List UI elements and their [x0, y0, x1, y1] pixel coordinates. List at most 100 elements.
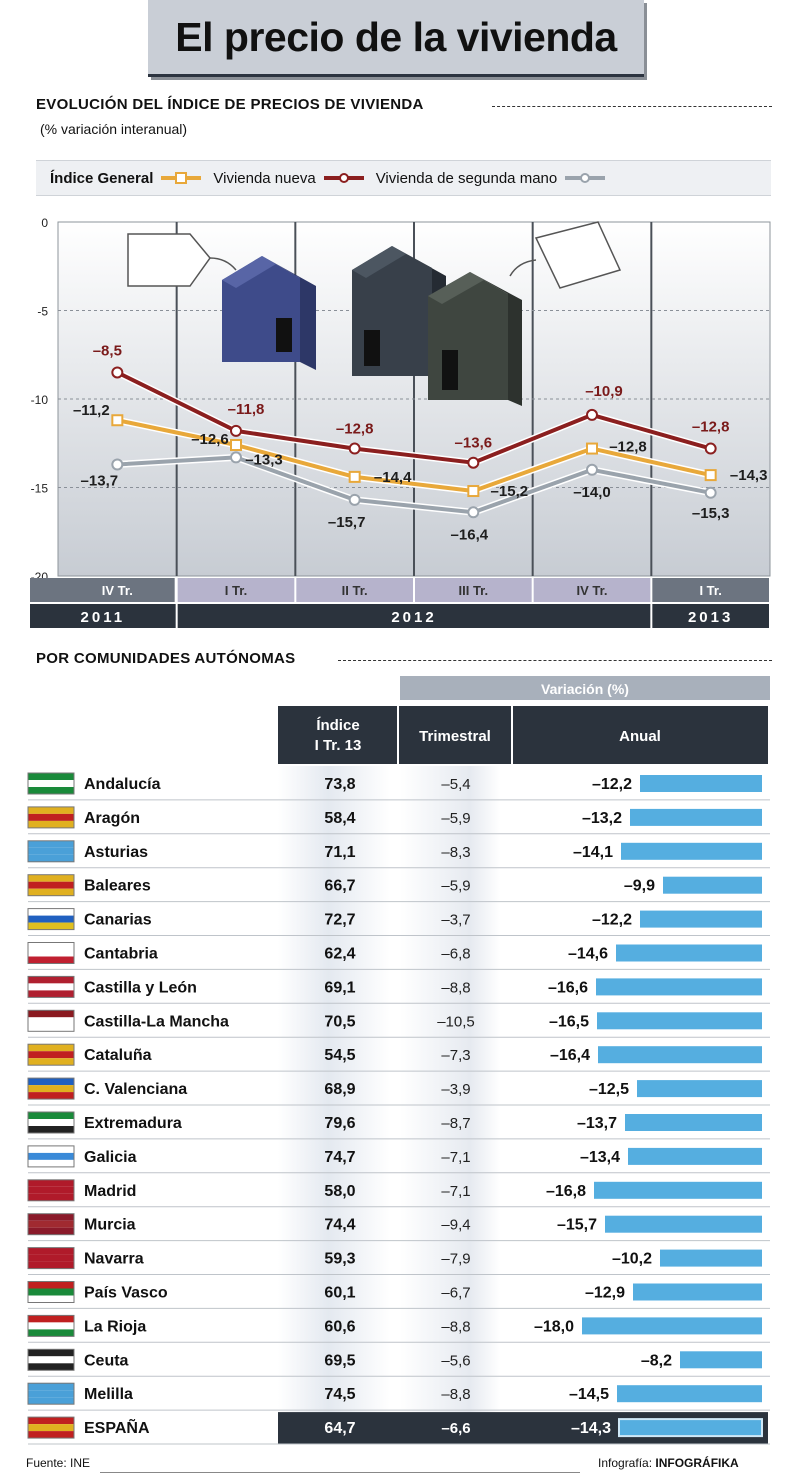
region-index: 69,1 — [324, 979, 355, 996]
region-annual: –12,9 — [585, 1285, 625, 1302]
year-label: 2011 — [81, 609, 126, 626]
series-point — [230, 451, 242, 464]
region-quarterly: –8,8 — [441, 979, 470, 996]
region-name: Andalucía — [84, 776, 161, 793]
year-cell — [652, 604, 769, 628]
flag-icon — [27, 942, 75, 964]
region-quarterly: –7,1 — [441, 1183, 470, 1200]
credit-value: INFOGRÁFIKA — [655, 1456, 739, 1470]
region-index: 66,7 — [324, 878, 355, 895]
region-name: Melilla — [84, 1386, 133, 1403]
region-name: Navarra — [84, 1251, 144, 1268]
region-index: 54,5 — [324, 1047, 355, 1064]
house-gray-icon — [428, 272, 522, 406]
region-quarterly: –3,9 — [441, 1081, 470, 1098]
quarter-cell — [296, 578, 413, 602]
annual-bar — [660, 1249, 762, 1267]
data-label: –13,3 — [245, 451, 283, 468]
region-quarterly: –10,5 — [437, 1013, 475, 1030]
annual-bar — [637, 1080, 762, 1098]
region-annual: –10,2 — [612, 1251, 652, 1268]
data-label: –16,4 — [451, 526, 489, 543]
region-name: Canarias — [84, 912, 152, 929]
data-label: –12,6 — [191, 431, 229, 448]
quarter-cell — [415, 578, 532, 602]
section-evolution-subtitle: (% variación interanual) — [40, 121, 188, 137]
annual-bar — [621, 842, 762, 860]
year-label: 2012 — [391, 609, 436, 626]
series-point — [586, 442, 598, 455]
title-box: El precio de la vivienda — [148, 0, 644, 77]
region-name: La Rioja — [84, 1318, 146, 1335]
series-point — [111, 414, 124, 427]
series-point — [467, 485, 480, 498]
region-name: Aragón — [84, 810, 140, 827]
flag-icon — [27, 1179, 75, 1202]
col-index-line1: Índice — [316, 717, 359, 734]
quarter-label: I Tr. — [225, 583, 247, 598]
page-title: El precio de la vivienda — [175, 14, 617, 60]
quarter-label: II Tr. — [342, 583, 368, 598]
flag-icon — [27, 1077, 75, 1100]
series-point — [348, 493, 361, 506]
flag-icon — [27, 1416, 75, 1439]
series-line-1 — [116, 418, 712, 493]
quarter-label: I Tr. — [699, 583, 721, 598]
series-line-0 — [116, 370, 712, 465]
flag-icon — [27, 1043, 75, 1066]
annual-bar — [663, 876, 762, 894]
region-annual: –13,2 — [582, 810, 622, 827]
flag-icon — [27, 975, 75, 998]
region-annual: –16,4 — [550, 1047, 590, 1064]
region-index: 60,6 — [324, 1318, 355, 1335]
flag-icon — [27, 1213, 75, 1236]
quarter-cell — [652, 578, 769, 602]
region-quarterly: –6,7 — [441, 1285, 470, 1302]
region-index: 74,4 — [324, 1217, 355, 1234]
flag-icon — [27, 1009, 75, 1032]
annual-bar — [598, 1046, 762, 1064]
region-index: 74,5 — [324, 1386, 355, 1403]
price-tag-right-icon — [509, 221, 622, 289]
region-annual: –14,6 — [568, 946, 608, 963]
variation-header: Variación (%) — [541, 681, 629, 697]
series-point — [230, 424, 242, 437]
series-point — [348, 470, 361, 483]
flag-icon — [27, 908, 75, 931]
flag-icon — [27, 806, 75, 829]
flag-icon — [27, 1247, 75, 1270]
region-index: 73,8 — [324, 776, 355, 793]
quarter-cell — [533, 578, 651, 602]
houses-illustration — [127, 221, 622, 406]
region-quarterly: –6,6 — [441, 1420, 470, 1437]
data-label: –14,3 — [730, 467, 768, 484]
series-point — [467, 456, 480, 469]
region-name: Baleares — [84, 878, 151, 895]
quarter-label: IV Tr. — [576, 583, 607, 598]
region-quarterly: –5,9 — [441, 878, 470, 895]
source-label: Fuente: — [26, 1456, 67, 1470]
region-index: 74,7 — [324, 1149, 355, 1166]
series-point — [348, 442, 361, 455]
flag-icon — [27, 840, 75, 863]
region-index: 59,3 — [324, 1251, 355, 1268]
region-annual: –16,8 — [546, 1183, 586, 1200]
region-index: 64,7 — [324, 1420, 355, 1437]
series-point — [586, 463, 598, 476]
region-annual: –14,5 — [569, 1386, 609, 1403]
legend-nueva-label: Vivienda nueva — [213, 169, 316, 187]
series-point — [467, 506, 480, 519]
region-quarterly: –8,8 — [441, 1318, 470, 1335]
region-quarterly: –6,8 — [441, 946, 470, 963]
region-index: 69,5 — [324, 1352, 355, 1369]
region-name: País Vasco — [84, 1285, 168, 1302]
section-evolution-title: EVOLUCIÓN DEL ÍNDICE DE PRECIOS DE VIVIE… — [36, 96, 424, 113]
region-quarterly: –3,7 — [441, 912, 470, 929]
data-label: –14,4 — [374, 469, 412, 486]
region-name: C. Valenciana — [84, 1081, 187, 1098]
annual-bar — [597, 1012, 762, 1030]
series-point — [586, 408, 598, 421]
region-name: Extremadura — [84, 1115, 182, 1132]
legend-segunda-label: Vivienda de segunda mano — [375, 169, 558, 187]
region-name: Cantabria — [84, 946, 158, 963]
